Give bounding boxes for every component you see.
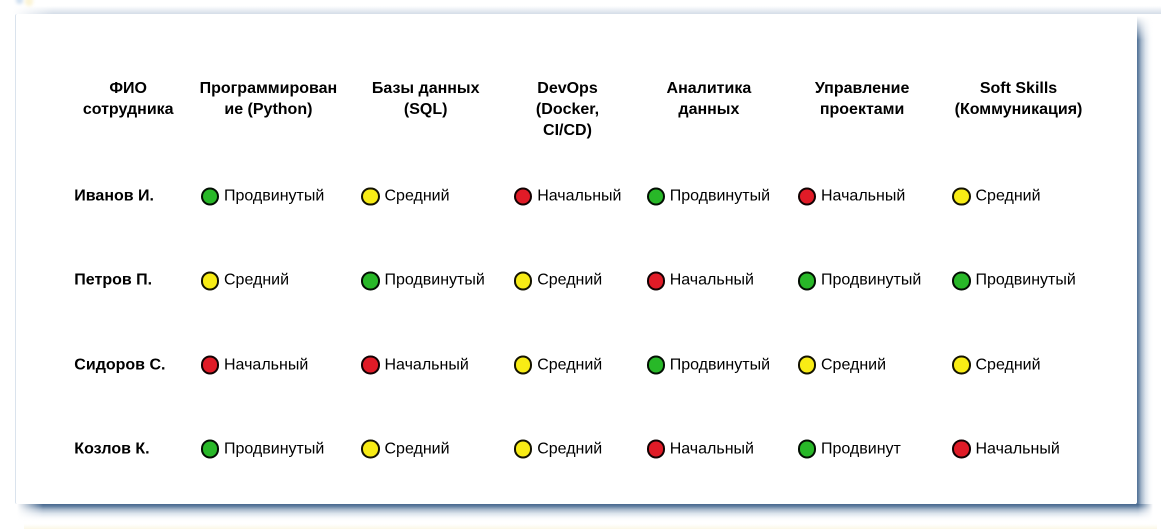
- level-indicator-yellow-icon: [200, 271, 220, 291]
- skill-level-label: Продвинутый: [223, 187, 325, 205]
- skill-level-label: Начальный: [384, 356, 469, 373]
- level-indicator-green-icon: [952, 271, 971, 291]
- level-indicator-red-icon: [797, 187, 817, 206]
- level-indicator-green-icon: [797, 439, 817, 459]
- level-indicator-yellow-icon: [514, 271, 533, 291]
- level-indicator-yellow-icon: [361, 439, 380, 459]
- skill-cell: Средний: [514, 438, 602, 459]
- skill-cell: Начальный: [646, 438, 754, 459]
- cropped-artifact-bottom: [24, 523, 1157, 529]
- card-shadow-right: [1135, 16, 1153, 504]
- skill-level-label: Продвинутый: [975, 271, 1076, 289]
- skill-cell: Начальный: [514, 186, 621, 207]
- skill-level-label: Средний: [223, 271, 290, 289]
- skill-cell: Продвинутый: [952, 270, 1076, 291]
- skill-cell: Начальный: [361, 354, 469, 375]
- column-header: ФИО сотрудника: [82, 79, 174, 118]
- column-header: Базы данных (SQL): [371, 79, 480, 118]
- skill-level-label: Начальный: [223, 356, 309, 373]
- skill-level-label: Начальный: [669, 271, 754, 289]
- level-indicator-green-icon: [646, 355, 665, 375]
- column-header: Управление проектами: [814, 79, 910, 118]
- level-indicator-red-icon: [514, 187, 533, 206]
- skill-level-label: Средний: [975, 187, 1041, 205]
- skill-cell: Средний: [361, 186, 450, 207]
- level-indicator-yellow-icon: [952, 355, 971, 375]
- skill-cell: Средний: [952, 186, 1041, 207]
- skill-cell: Средний: [361, 438, 450, 459]
- level-indicator-red-icon: [200, 355, 220, 375]
- employee-name: Петров П.: [74, 271, 153, 289]
- skill-cell: Продвинутый: [797, 270, 922, 291]
- column-header: DevOps (Docker, CI/CD): [535, 79, 600, 139]
- skill-level-label: Продвинутый: [223, 440, 325, 458]
- skill-cell: Начальный: [646, 270, 754, 291]
- level-indicator-green-icon: [200, 439, 220, 459]
- skill-cell: Средний: [952, 354, 1041, 375]
- skill-cell: Продвинутый: [200, 186, 325, 207]
- employee-name: Сидоров С.: [74, 356, 166, 373]
- top-shadow-band: [13, 6, 1161, 14]
- employee-name: Иванов И.: [74, 187, 154, 205]
- skill-level-label: Продвинутый: [820, 271, 922, 289]
- level-indicator-yellow-icon: [514, 439, 533, 459]
- level-indicator-yellow-icon: [514, 355, 533, 375]
- level-indicator-red-icon: [361, 355, 380, 375]
- skill-cell: Средний: [797, 354, 887, 375]
- skill-level-label: Начальный: [537, 187, 622, 205]
- level-indicator-yellow-icon: [797, 355, 817, 375]
- skill-level-label: Средний: [537, 440, 603, 458]
- cropped-artifact-blue: [15, 0, 23, 4]
- skill-cell: Продвинут: [797, 438, 901, 459]
- level-indicator-green-icon: [646, 187, 665, 206]
- skill-cell: Продвинутый: [646, 186, 771, 207]
- skill-cell: Начальный: [952, 438, 1060, 459]
- skill-level-label: Средний: [537, 356, 603, 373]
- skill-level-label: Начальный: [669, 440, 754, 458]
- column-header: Программирован ие (Python): [199, 79, 338, 118]
- skill-cell: Продвинутый: [361, 270, 485, 291]
- level-indicator-red-icon: [952, 439, 971, 459]
- level-indicator-green-icon: [797, 271, 817, 291]
- level-indicator-red-icon: [646, 439, 665, 459]
- skill-level-label: Начальный: [820, 187, 906, 205]
- level-indicator-yellow-icon: [952, 187, 971, 206]
- skill-level-label: Продвинутый: [669, 187, 771, 205]
- level-indicator-yellow-icon: [361, 187, 380, 206]
- level-indicator-red-icon: [646, 271, 665, 291]
- skill-cell: Средний: [514, 354, 602, 375]
- column-header: Soft Skills (Коммуникация): [954, 79, 1083, 118]
- column-header: Аналитика данных: [666, 79, 752, 118]
- level-indicator-green-icon: [361, 271, 380, 291]
- skill-level-label: Продвинутый: [384, 271, 485, 289]
- skill-cell: Средний: [200, 270, 290, 291]
- skill-cell: Продвинутый: [646, 354, 771, 375]
- skill-level-label: Средний: [820, 356, 887, 373]
- skill-cell: Начальный: [797, 186, 906, 207]
- skill-level-label: Продвинутый: [669, 356, 771, 373]
- skills-matrix-card: ФИО сотрудника Программирован ие (Python)…: [15, 14, 1137, 504]
- skill-cell: Начальный: [200, 354, 309, 375]
- skill-level-label: Средний: [384, 187, 450, 205]
- skill-level-label: Средний: [384, 440, 450, 458]
- skill-cell: Продвинутый: [200, 438, 325, 459]
- skill-level-label: Средний: [975, 356, 1041, 373]
- skill-level-label: Начальный: [975, 440, 1060, 458]
- skill-level-label: Продвинут: [820, 440, 901, 458]
- cropped-artifact-yellow: [25, 0, 33, 6]
- card-shadow-bottom: [15, 503, 1153, 521]
- employee-name: Козлов К.: [74, 440, 150, 458]
- skill-level-label: Средний: [537, 271, 603, 289]
- level-indicator-green-icon: [200, 187, 220, 206]
- skill-cell: Средний: [514, 270, 602, 291]
